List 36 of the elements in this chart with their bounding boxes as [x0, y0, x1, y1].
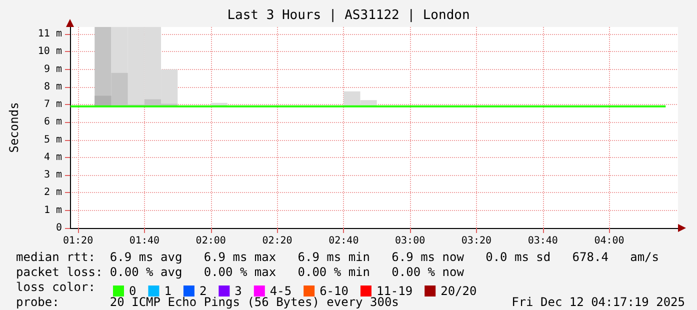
x-tick-label: 04:00: [594, 236, 624, 246]
y-axis-title: Seconds: [7, 102, 21, 153]
y-tick-label: 1 m: [44, 204, 62, 216]
y-tick-label: 9 m: [44, 64, 62, 75]
y-tick-label: 10 m: [38, 46, 62, 58]
text: packet loss: 0.00 % avg 0.00 % max 0.00 % min 0.00 % now: [16, 265, 464, 279]
y-tick-label: 6 m: [44, 116, 62, 128]
legend-label: 0: [129, 284, 136, 298]
x-tick-label: 03:20: [461, 236, 492, 246]
x-tick-label: 03:40: [528, 236, 558, 246]
legend-label: 2: [199, 284, 207, 298]
y-tick-label: 5 m: [44, 134, 62, 146]
x-tick-label: 02:40: [328, 236, 359, 246]
x-tick-label: 01:20: [62, 236, 94, 246]
legend-label: 3: [234, 284, 242, 298]
y-tick-label: 0: [56, 222, 62, 234]
y-tick-label: 8 m: [44, 81, 62, 92]
legend-label: 1: [164, 284, 172, 298]
legend-label: 6-10: [320, 284, 348, 298]
chart-title: Last 3 Hours | AS31122 | London: [227, 8, 470, 23]
y-tick-label: 4 m: [44, 152, 62, 163]
text: Fri Dec 12 04:17:19 2025: [512, 295, 685, 309]
y-tick-label: 3 m: [44, 170, 62, 181]
text: probe: 20 ICMP Echo Pings (56 Bytes) every 300s: [16, 295, 399, 309]
x-tick-label: 02:00: [196, 236, 226, 246]
legend-title: loss color:: [16, 280, 96, 294]
text: median rtt: 6.9 ms avg 6.9 ms max 6.9 ms min 6.9 ms now 0.0 ms sd 678.4 am/s: [16, 250, 659, 264]
y-tick-label: 2 m: [44, 187, 62, 198]
y-tick-label: 7 m: [44, 99, 62, 110]
legend-label: 11-19: [376, 284, 413, 298]
x-tick-label: 03:00: [395, 236, 426, 246]
x-tick-label: 02:20: [262, 236, 292, 246]
legend-label: 20/20: [440, 284, 477, 298]
legend-label: 4-5: [270, 284, 292, 298]
y-tick-label: 11 m: [38, 28, 62, 40]
x-tick-label: 01:40: [129, 236, 160, 246]
